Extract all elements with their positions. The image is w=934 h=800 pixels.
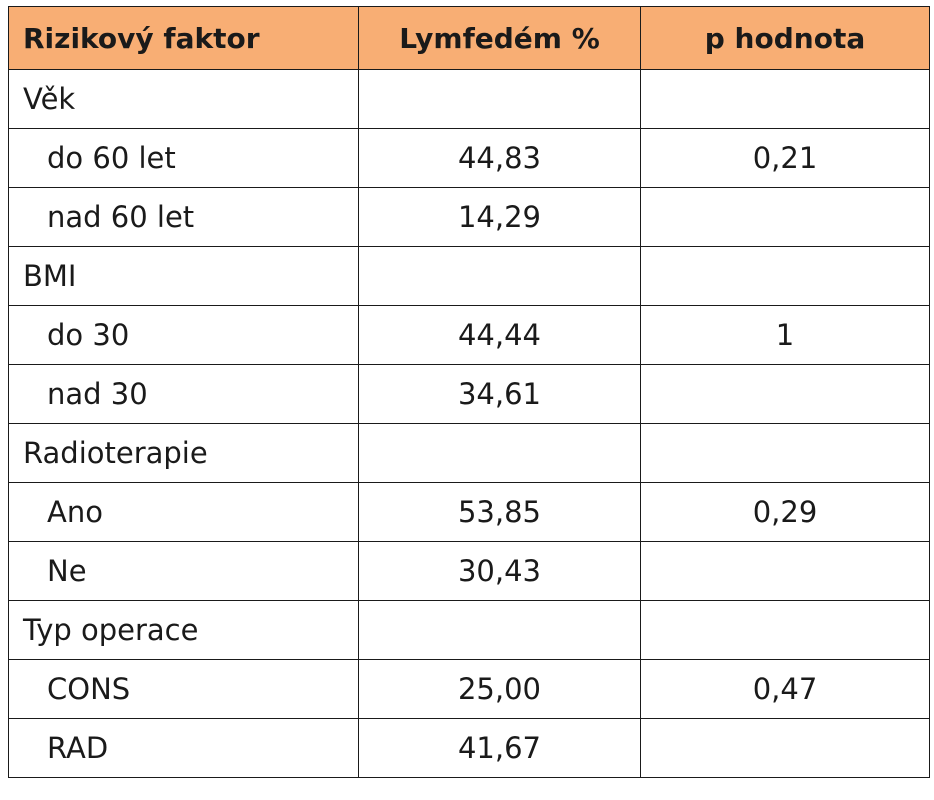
row-value: 41,67 [358,718,641,778]
row-value: 44,83 [358,128,641,188]
row-p-value [640,364,930,424]
row-p-value: 1 [640,305,930,365]
row-label: Věk [8,69,359,129]
row-value: 30,43 [358,541,641,601]
row-p-value [640,69,930,129]
row-value: 44,44 [358,305,641,365]
row-label: do 60 let [8,128,359,188]
risk-factor-table-container: Rizikový faktor Lymfedém % p hodnota Věk… [8,6,930,778]
row-p-value [640,541,930,601]
row-value [358,600,641,660]
row-value: 14,29 [358,187,641,247]
table-row: RAD 41,67 [8,718,930,778]
row-p-value: 0,21 [640,128,930,188]
row-value: 53,85 [358,482,641,542]
row-p-value: 0,47 [640,659,930,719]
row-label: RAD [8,718,359,778]
row-label: nad 60 let [8,187,359,247]
row-label: Ano [8,482,359,542]
row-label: CONS [8,659,359,719]
table-row: Věk [8,69,930,129]
table-row: CONS 25,00 0,47 [8,659,930,719]
row-p-value [640,187,930,247]
row-label: Ne [8,541,359,601]
risk-factor-table: Rizikový faktor Lymfedém % p hodnota Věk… [8,6,930,778]
table-row: do 30 44,44 1 [8,305,930,365]
row-value [358,423,641,483]
row-p-value [640,600,930,660]
row-value: 25,00 [358,659,641,719]
row-p-value: 0,29 [640,482,930,542]
header-lymphedema-percent: Lymfedém % [358,6,641,70]
row-label: BMI [8,246,359,306]
row-value: 34,61 [358,364,641,424]
table-row: nad 60 let 14,29 [8,187,930,247]
row-label: nad 30 [8,364,359,424]
row-value [358,246,641,306]
header-p-value: p hodnota [640,6,930,70]
table-header-row: Rizikový faktor Lymfedém % p hodnota [8,6,930,70]
row-value [358,69,641,129]
row-label: Radioterapie [8,423,359,483]
row-label: Typ operace [8,600,359,660]
table-row: do 60 let 44,83 0,21 [8,128,930,188]
header-risk-factor: Rizikový faktor [8,6,359,70]
row-p-value [640,423,930,483]
table-row: Typ operace [8,600,930,660]
row-p-value [640,718,930,778]
table-row: Ne 30,43 [8,541,930,601]
table-row: nad 30 34,61 [8,364,930,424]
row-p-value [640,246,930,306]
table-row: BMI [8,246,930,306]
table-row: Radioterapie [8,423,930,483]
table-row: Ano 53,85 0,29 [8,482,930,542]
row-label: do 30 [8,305,359,365]
